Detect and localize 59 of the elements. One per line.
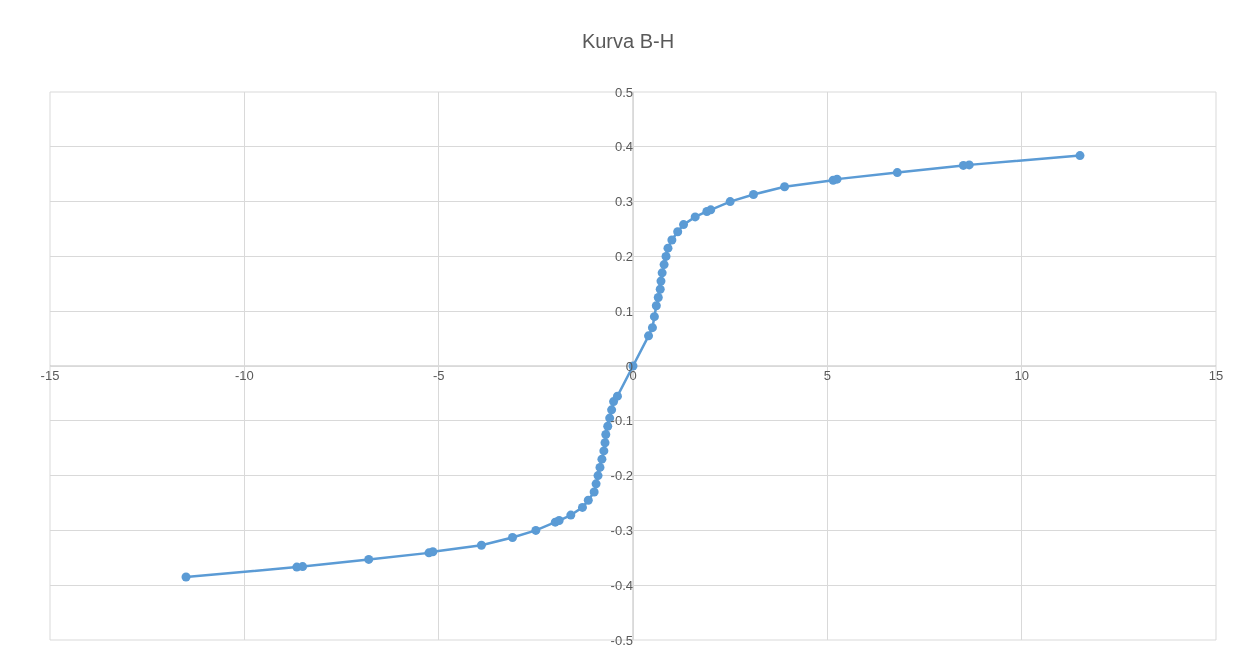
point bbox=[593, 471, 603, 481]
y-tick-label: -0.1 bbox=[610, 413, 633, 429]
point bbox=[649, 312, 659, 322]
x-tick-label: 15 bbox=[1208, 368, 1224, 383]
x-tick-label: -5 bbox=[432, 368, 445, 383]
y-tick-label: -0.5 bbox=[610, 632, 633, 648]
point bbox=[651, 301, 661, 311]
point bbox=[656, 276, 666, 286]
point bbox=[577, 502, 587, 512]
x-tick-label: -15 bbox=[40, 368, 60, 383]
point bbox=[476, 540, 486, 550]
point bbox=[661, 251, 671, 261]
point bbox=[508, 533, 518, 543]
point bbox=[583, 495, 593, 505]
y-tick-label: 0.4 bbox=[614, 139, 633, 155]
x-tick-label: 10 bbox=[1014, 368, 1029, 383]
point bbox=[1075, 151, 1085, 161]
point bbox=[780, 182, 790, 192]
point bbox=[595, 462, 605, 472]
point bbox=[591, 479, 601, 489]
y-tick-label: -0.4 bbox=[610, 577, 633, 593]
point bbox=[667, 235, 677, 245]
point bbox=[748, 189, 758, 199]
point bbox=[554, 516, 564, 526]
point bbox=[892, 168, 902, 178]
point bbox=[607, 405, 617, 415]
point bbox=[663, 243, 673, 253]
point bbox=[644, 331, 654, 341]
point bbox=[531, 525, 541, 535]
x-tick-label: -10 bbox=[234, 368, 254, 383]
chart-title: Kurva B-H bbox=[581, 29, 675, 52]
point bbox=[597, 454, 607, 464]
y-tick-label: 0.5 bbox=[614, 84, 633, 100]
point bbox=[566, 510, 576, 520]
point bbox=[612, 391, 622, 401]
point bbox=[653, 293, 663, 302]
point bbox=[599, 446, 609, 456]
point bbox=[725, 197, 735, 207]
point bbox=[181, 572, 191, 582]
y-tick-label: -0.2 bbox=[610, 468, 633, 484]
point bbox=[647, 323, 657, 333]
y-tick-label: 0.3 bbox=[614, 194, 633, 210]
point bbox=[690, 212, 700, 222]
point bbox=[601, 430, 611, 439]
point bbox=[589, 487, 599, 497]
y-tick-label: 0.2 bbox=[614, 248, 633, 264]
point bbox=[428, 547, 438, 557]
point bbox=[706, 205, 716, 215]
point bbox=[603, 421, 613, 431]
point bbox=[673, 227, 683, 237]
y-tick-label: 0.1 bbox=[614, 303, 633, 319]
point bbox=[659, 260, 669, 270]
point bbox=[657, 268, 667, 278]
point bbox=[679, 220, 689, 230]
point bbox=[655, 284, 665, 294]
point bbox=[364, 554, 374, 564]
y-tick-label: -0.3 bbox=[610, 522, 633, 538]
point bbox=[298, 562, 308, 572]
x-tick-label: 5 bbox=[823, 368, 831, 383]
